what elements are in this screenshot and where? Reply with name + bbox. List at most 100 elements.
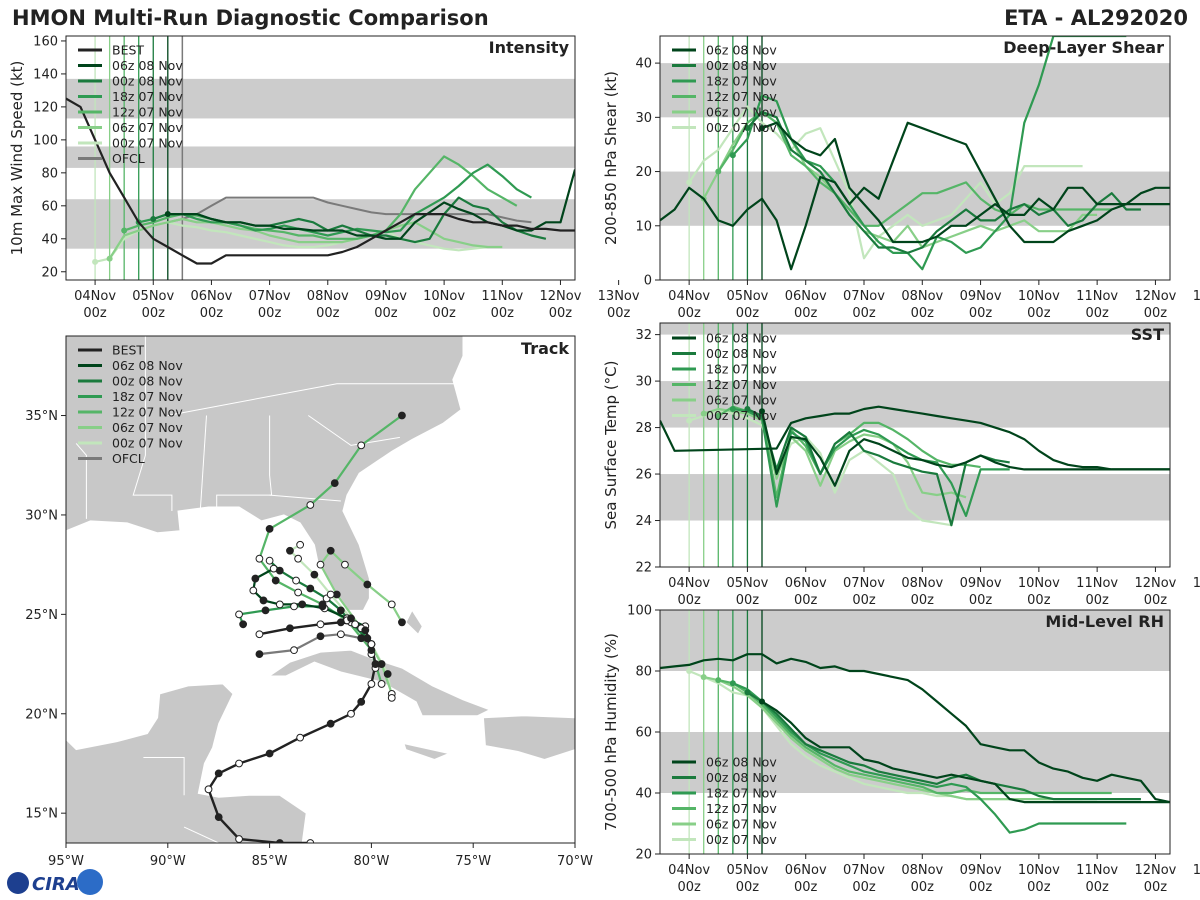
x-tick-label: 07Nov (843, 576, 885, 591)
lat-tick-label: 35°N (25, 409, 58, 424)
legend-label: 00z 08 Nov (112, 374, 183, 389)
track-position-marker (298, 600, 307, 609)
x-tick-label: 04Nov (668, 863, 710, 878)
track-position-marker (261, 606, 270, 615)
legend-label: OFCL (112, 451, 145, 466)
x-tick-label: 06Nov (785, 576, 827, 591)
x-tick-label: 00z (677, 593, 701, 608)
y-tick-label: 24 (635, 514, 652, 529)
legend-label: 00z 08 Nov (706, 770, 777, 785)
panel-title: Mid-Level RH (1045, 612, 1164, 631)
legend-label: 06z 08 Nov (706, 43, 777, 58)
y-axis-label: 10m Max Wind Speed (kt) (8, 61, 26, 256)
track-position-marker (387, 600, 396, 609)
y-axis-label: Sea Surface Temp (°C) (602, 360, 620, 529)
legend-label: 06z 08 Nov (112, 358, 183, 373)
lat-tick-label: 30°N (25, 508, 58, 523)
ofcl-position-marker (255, 650, 264, 659)
series-start-marker (700, 674, 707, 681)
track-position-marker (326, 590, 335, 599)
series-start-marker (700, 410, 707, 417)
x-tick-label: 00z (1085, 593, 1109, 608)
x-tick-label: 00z (316, 306, 340, 321)
best-track-line (660, 121, 1170, 271)
series-start-marker (164, 211, 171, 218)
plot-frame (65, 35, 576, 281)
x-tick-label: 05Nov (132, 289, 174, 304)
x-tick-label: 00z (794, 880, 818, 895)
track-position-marker (265, 556, 274, 565)
x-tick-label: 00z (969, 306, 993, 321)
shaded-band (660, 610, 1170, 671)
series-line (167, 169, 575, 240)
series-line (761, 121, 1170, 244)
track-position-marker (363, 580, 372, 589)
y-tick-label: 100 (627, 604, 652, 619)
x-tick-label: 07Nov (249, 289, 291, 304)
best-position-marker (367, 640, 376, 649)
track-position-marker (271, 576, 280, 585)
x-tick-label: 09Nov (960, 863, 1002, 878)
legend-label: 00z 07 Nov (112, 436, 183, 451)
series-line (138, 163, 532, 237)
legend-label: 12z 07 Nov (112, 405, 183, 420)
x-tick-label: 13Nov (1193, 576, 1200, 591)
legend-label: 06z 07 Nov (706, 393, 777, 408)
track-position-marker (383, 670, 392, 678)
best-position-marker (367, 680, 376, 688)
best-position-marker (371, 660, 380, 668)
x-tick-label: 00z (1144, 306, 1168, 321)
series-line (760, 411, 1170, 487)
series-line (703, 676, 1098, 801)
ofcl-position-marker (336, 630, 345, 639)
plot-area (660, 610, 1170, 854)
best-position-marker (235, 835, 243, 843)
x-tick-label: 00z (1085, 306, 1109, 321)
legend-label: 18z 07 Nov (112, 389, 183, 404)
bahamas-andros (405, 609, 423, 636)
y-tick-label: 40 (635, 57, 652, 72)
x-tick-label: 00z (677, 306, 701, 321)
x-tick-label: 04Nov (74, 289, 116, 304)
y-tick-label: 20 (635, 165, 652, 180)
x-tick-label: 00z (736, 880, 760, 895)
track-position-marker (239, 620, 248, 629)
shaded-band (660, 474, 1170, 521)
best-position-marker (361, 626, 370, 635)
y-tick-label: 60 (635, 726, 652, 741)
plot-area (66, 36, 575, 280)
series-start-marker (729, 152, 736, 159)
best-position-marker (336, 618, 345, 627)
y-tick-label: 0 (644, 274, 652, 289)
series-line (108, 217, 503, 260)
shear-panel: 0 10 20 30 40 04Nov 00z 05Nov 00z 06Nov 00z 07Nov 00… (602, 35, 1200, 321)
x-tick-label: 09Nov (960, 576, 1002, 591)
x-tick-label: 06Nov (785, 289, 827, 304)
x-tick-label: 00z (432, 306, 456, 321)
series-start-marker (759, 698, 765, 705)
x-tick-label: 00z (1027, 880, 1051, 895)
legend-label: 18z 07 Nov (706, 786, 777, 801)
x-tick-label: 10Nov (1018, 289, 1060, 304)
track-position-marker (306, 501, 315, 509)
series-line (703, 407, 967, 499)
y-tick-label: 80 (41, 166, 58, 181)
track-position-marker (275, 600, 284, 609)
jamaica (403, 742, 451, 761)
x-tick-label: 07Nov (843, 289, 885, 304)
central-america (66, 683, 307, 843)
lat-tick-label: 20°N (25, 707, 58, 722)
x-tick-label: 12Nov (1134, 863, 1176, 878)
y-tick-label: 22 (635, 561, 652, 576)
state-border (132, 336, 173, 511)
x-tick-label: 08Nov (901, 289, 943, 304)
ofcl-position-marker (357, 634, 366, 643)
track-position-marker (336, 606, 345, 615)
legend-label: 00z 07 Nov (112, 136, 183, 151)
best-track-line (66, 97, 575, 265)
x-tick-label: 00z (911, 593, 935, 608)
track-position-marker (286, 546, 294, 555)
track-position-marker (341, 560, 349, 569)
logo-satellite-icon (77, 869, 103, 895)
y-tick-label: 10 (635, 219, 652, 234)
